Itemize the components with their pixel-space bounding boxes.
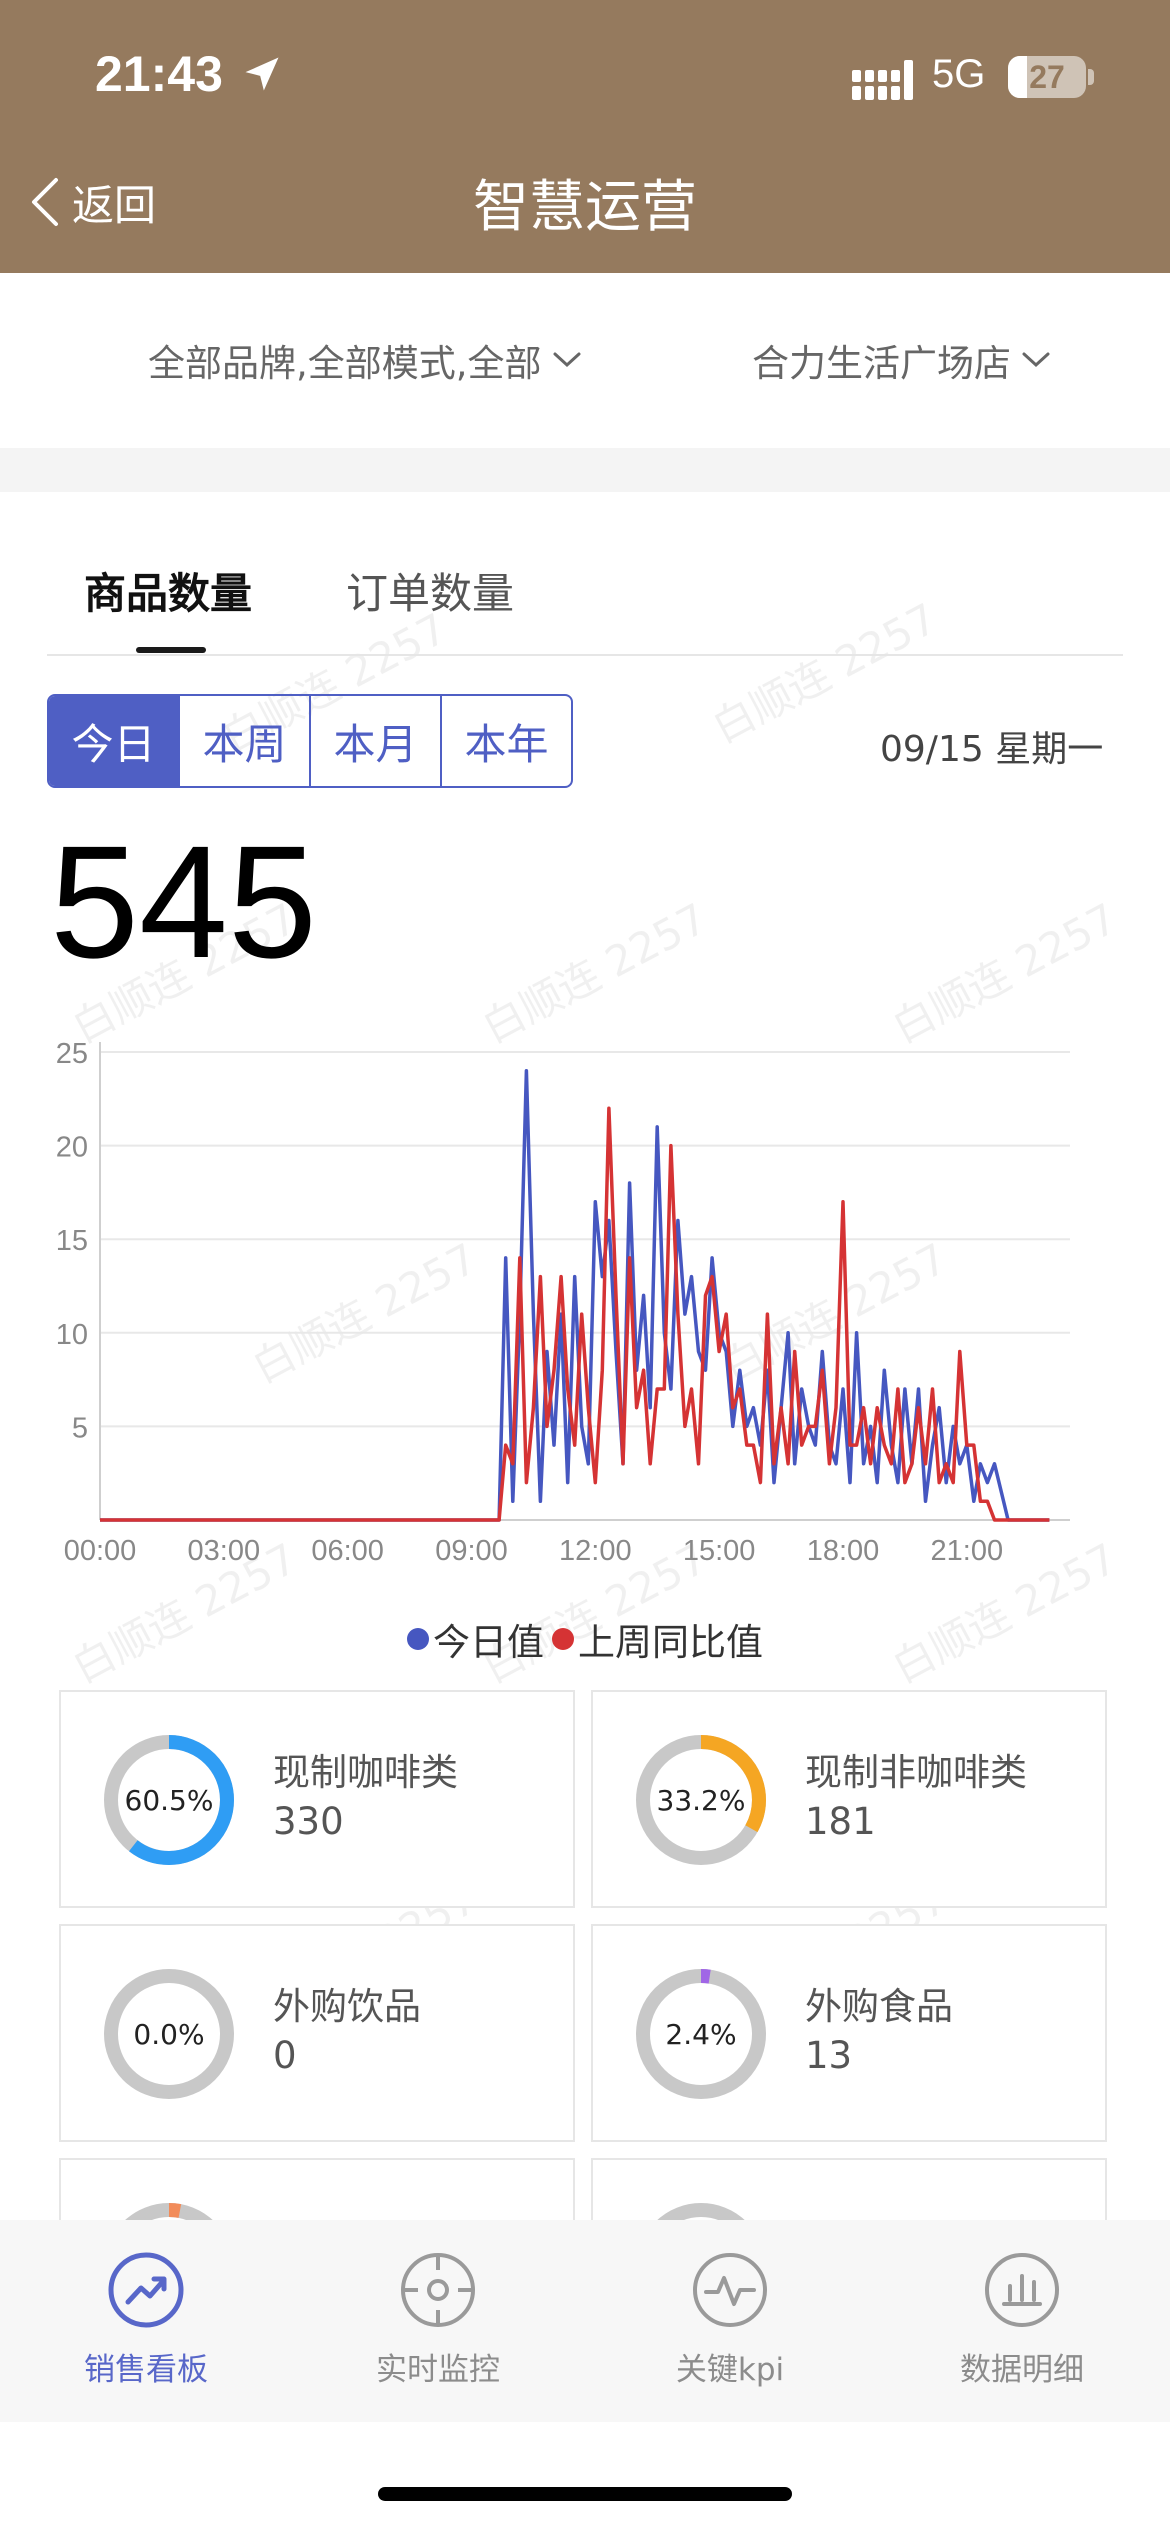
current-date: 09/15 星期一 — [880, 729, 1104, 770]
nav-data-detail[interactable]: 数据明细 — [912, 2250, 1132, 2389]
legend-today[interactable]: 今日值 — [407, 1612, 544, 1666]
store-filter-label: 合力生活广场店 — [752, 342, 1011, 385]
x-tick-label: 00:00 — [64, 1535, 137, 1567]
section-divider — [0, 448, 1170, 492]
x-tick-label: 15:00 — [683, 1535, 756, 1567]
brand-filter-dropdown[interactable]: 全部品牌,全部模式,全部 — [148, 333, 582, 387]
metric-tabs: 商品数量 订单数量 — [47, 492, 1123, 656]
tab-item-count[interactable]: 商品数量 — [84, 569, 253, 618]
chevron-down-icon — [553, 352, 581, 368]
donut-fill — [636, 1969, 766, 2099]
signal-icon — [852, 60, 913, 100]
x-tick-label: 09:00 — [435, 1535, 508, 1567]
period-month[interactable]: 本月 — [311, 696, 442, 786]
series-line-last-week — [100, 1106, 1050, 1522]
donut-fill — [104, 2203, 234, 2333]
category-name: 外购食品 — [805, 1985, 953, 2028]
category-coffee-card[interactable]: 60.5% 现制咖啡类 330 — [59, 1690, 575, 1908]
safe-area — [0, 2422, 1170, 2532]
legend-last-week[interactable]: 上周同比值 — [552, 1612, 763, 1666]
category-bought-drinks-card[interactable]: 0.0% 外购饮品 0 — [59, 1924, 575, 2142]
category-name: 外购饮品 — [273, 1985, 421, 2028]
y-tick-label: 25 — [56, 1038, 88, 1070]
status-time: 21:43 — [95, 46, 223, 102]
back-label: 返回 — [72, 180, 157, 230]
y-tick-label: 15 — [56, 1225, 88, 1257]
category-bought-food-card[interactable]: 2.4% 外购食品 13 — [591, 1924, 1107, 2142]
nav-realtime-monitor[interactable]: 实时监控 — [328, 2250, 548, 2389]
back-button[interactable]: 返回 — [28, 170, 156, 234]
nav-label: 关键kpi — [675, 2352, 785, 2388]
chevron-down-icon — [1022, 352, 1050, 368]
donut-ring — [636, 1735, 766, 1865]
period-week[interactable]: 本周 — [180, 696, 311, 786]
category-name: 现制咖啡类 — [273, 1751, 458, 1794]
category-value: 330 — [273, 1800, 344, 1843]
chevron-left-icon — [32, 178, 58, 226]
app-header: 21:43 5G 27 返回 智慧运营 — [0, 0, 1170, 273]
bar-chart-icon — [985, 2253, 1059, 2327]
category-percent: 2.4% — [665, 2017, 737, 2051]
battery-tip — [1088, 69, 1094, 85]
category-value: 0 — [273, 2034, 297, 2077]
nav-label: 数据明细 — [960, 2352, 1084, 2388]
x-tick-label: 18:00 — [807, 1535, 880, 1567]
brand-filter-label: 全部品牌,全部模式,全部 — [148, 342, 542, 385]
location-arrow-icon — [245, 57, 279, 91]
battery-icon: 27 — [1008, 56, 1086, 98]
trend-up-icon — [108, 2252, 184, 2328]
category-percent: 33.2% — [656, 1783, 746, 1817]
nav-key-kpi[interactable]: 关键kpi — [620, 2250, 840, 2389]
filter-bar: 全部品牌,全部模式,全部 合力生活广场店 — [0, 273, 1170, 448]
home-indicator[interactable] — [378, 2487, 792, 2501]
y-tick-label: 5 — [72, 1412, 88, 1444]
nav-sales-dashboard[interactable]: 销售看板 — [36, 2250, 256, 2389]
donut-fill — [104, 1735, 234, 1865]
category-non-coffee-card[interactable]: 33.2% 现制非咖啡类 181 — [591, 1690, 1107, 1908]
pulse-icon — [693, 2253, 767, 2327]
legend-dot-last-week — [552, 1628, 574, 1650]
battery-level: 27 — [1029, 59, 1065, 95]
donut-ring — [104, 1735, 234, 1865]
y-tick-label: 10 — [56, 1319, 88, 1351]
donut-ring — [104, 1969, 234, 2099]
category-value: 13 — [805, 2034, 853, 2077]
donut-fill — [636, 1735, 766, 1865]
crosshair-icon — [401, 2253, 475, 2327]
total-count: 545 — [50, 812, 317, 991]
chart-legend: 今日值 上周同比值 — [0, 1612, 1170, 1666]
nav-label: 实时监控 — [376, 2352, 500, 2388]
period-selector: 今日 本周 本月 本年 — [47, 694, 573, 788]
legend-label-last-week: 上周同比值 — [578, 1621, 763, 1664]
nav-label: 销售看板 — [84, 2352, 208, 2388]
series-line-today — [100, 1068, 1050, 1522]
x-tick-label: 12:00 — [559, 1535, 632, 1567]
y-tick-label: 20 — [56, 1132, 88, 1164]
bottom-nav: 销售看板 实时监控 关键kpi 数据明细 — [0, 2220, 1170, 2422]
category-percent: 0.0% — [133, 2017, 205, 2051]
active-tab-indicator — [136, 647, 206, 653]
x-tick-label: 06:00 — [311, 1535, 384, 1567]
period-today[interactable]: 今日 — [49, 696, 180, 786]
donut-ring — [636, 1969, 766, 2099]
sales-line-chart: 5 10 15 20 25 00:00 03:00 06:00 09:00 12:00 15:00 1… — [56, 1038, 1070, 1567]
period-year[interactable]: 本年 — [464, 719, 549, 769]
legend-label-today: 今日值 — [433, 1621, 544, 1664]
category-percent: 60.5% — [124, 1783, 214, 1817]
tab-order-count[interactable]: 订单数量 — [346, 569, 515, 618]
legend-dot-today — [407, 1628, 429, 1650]
store-filter-dropdown[interactable]: 合力生活广场店 — [752, 333, 1051, 387]
category-value: 181 — [805, 1800, 876, 1843]
network-type: 5G — [932, 52, 986, 96]
page-title: 智慧运营 — [473, 175, 697, 240]
x-tick-label: 03:00 — [188, 1535, 261, 1567]
x-tick-label: 21:00 — [931, 1535, 1004, 1567]
category-name: 现制非咖啡类 — [805, 1751, 1027, 1794]
